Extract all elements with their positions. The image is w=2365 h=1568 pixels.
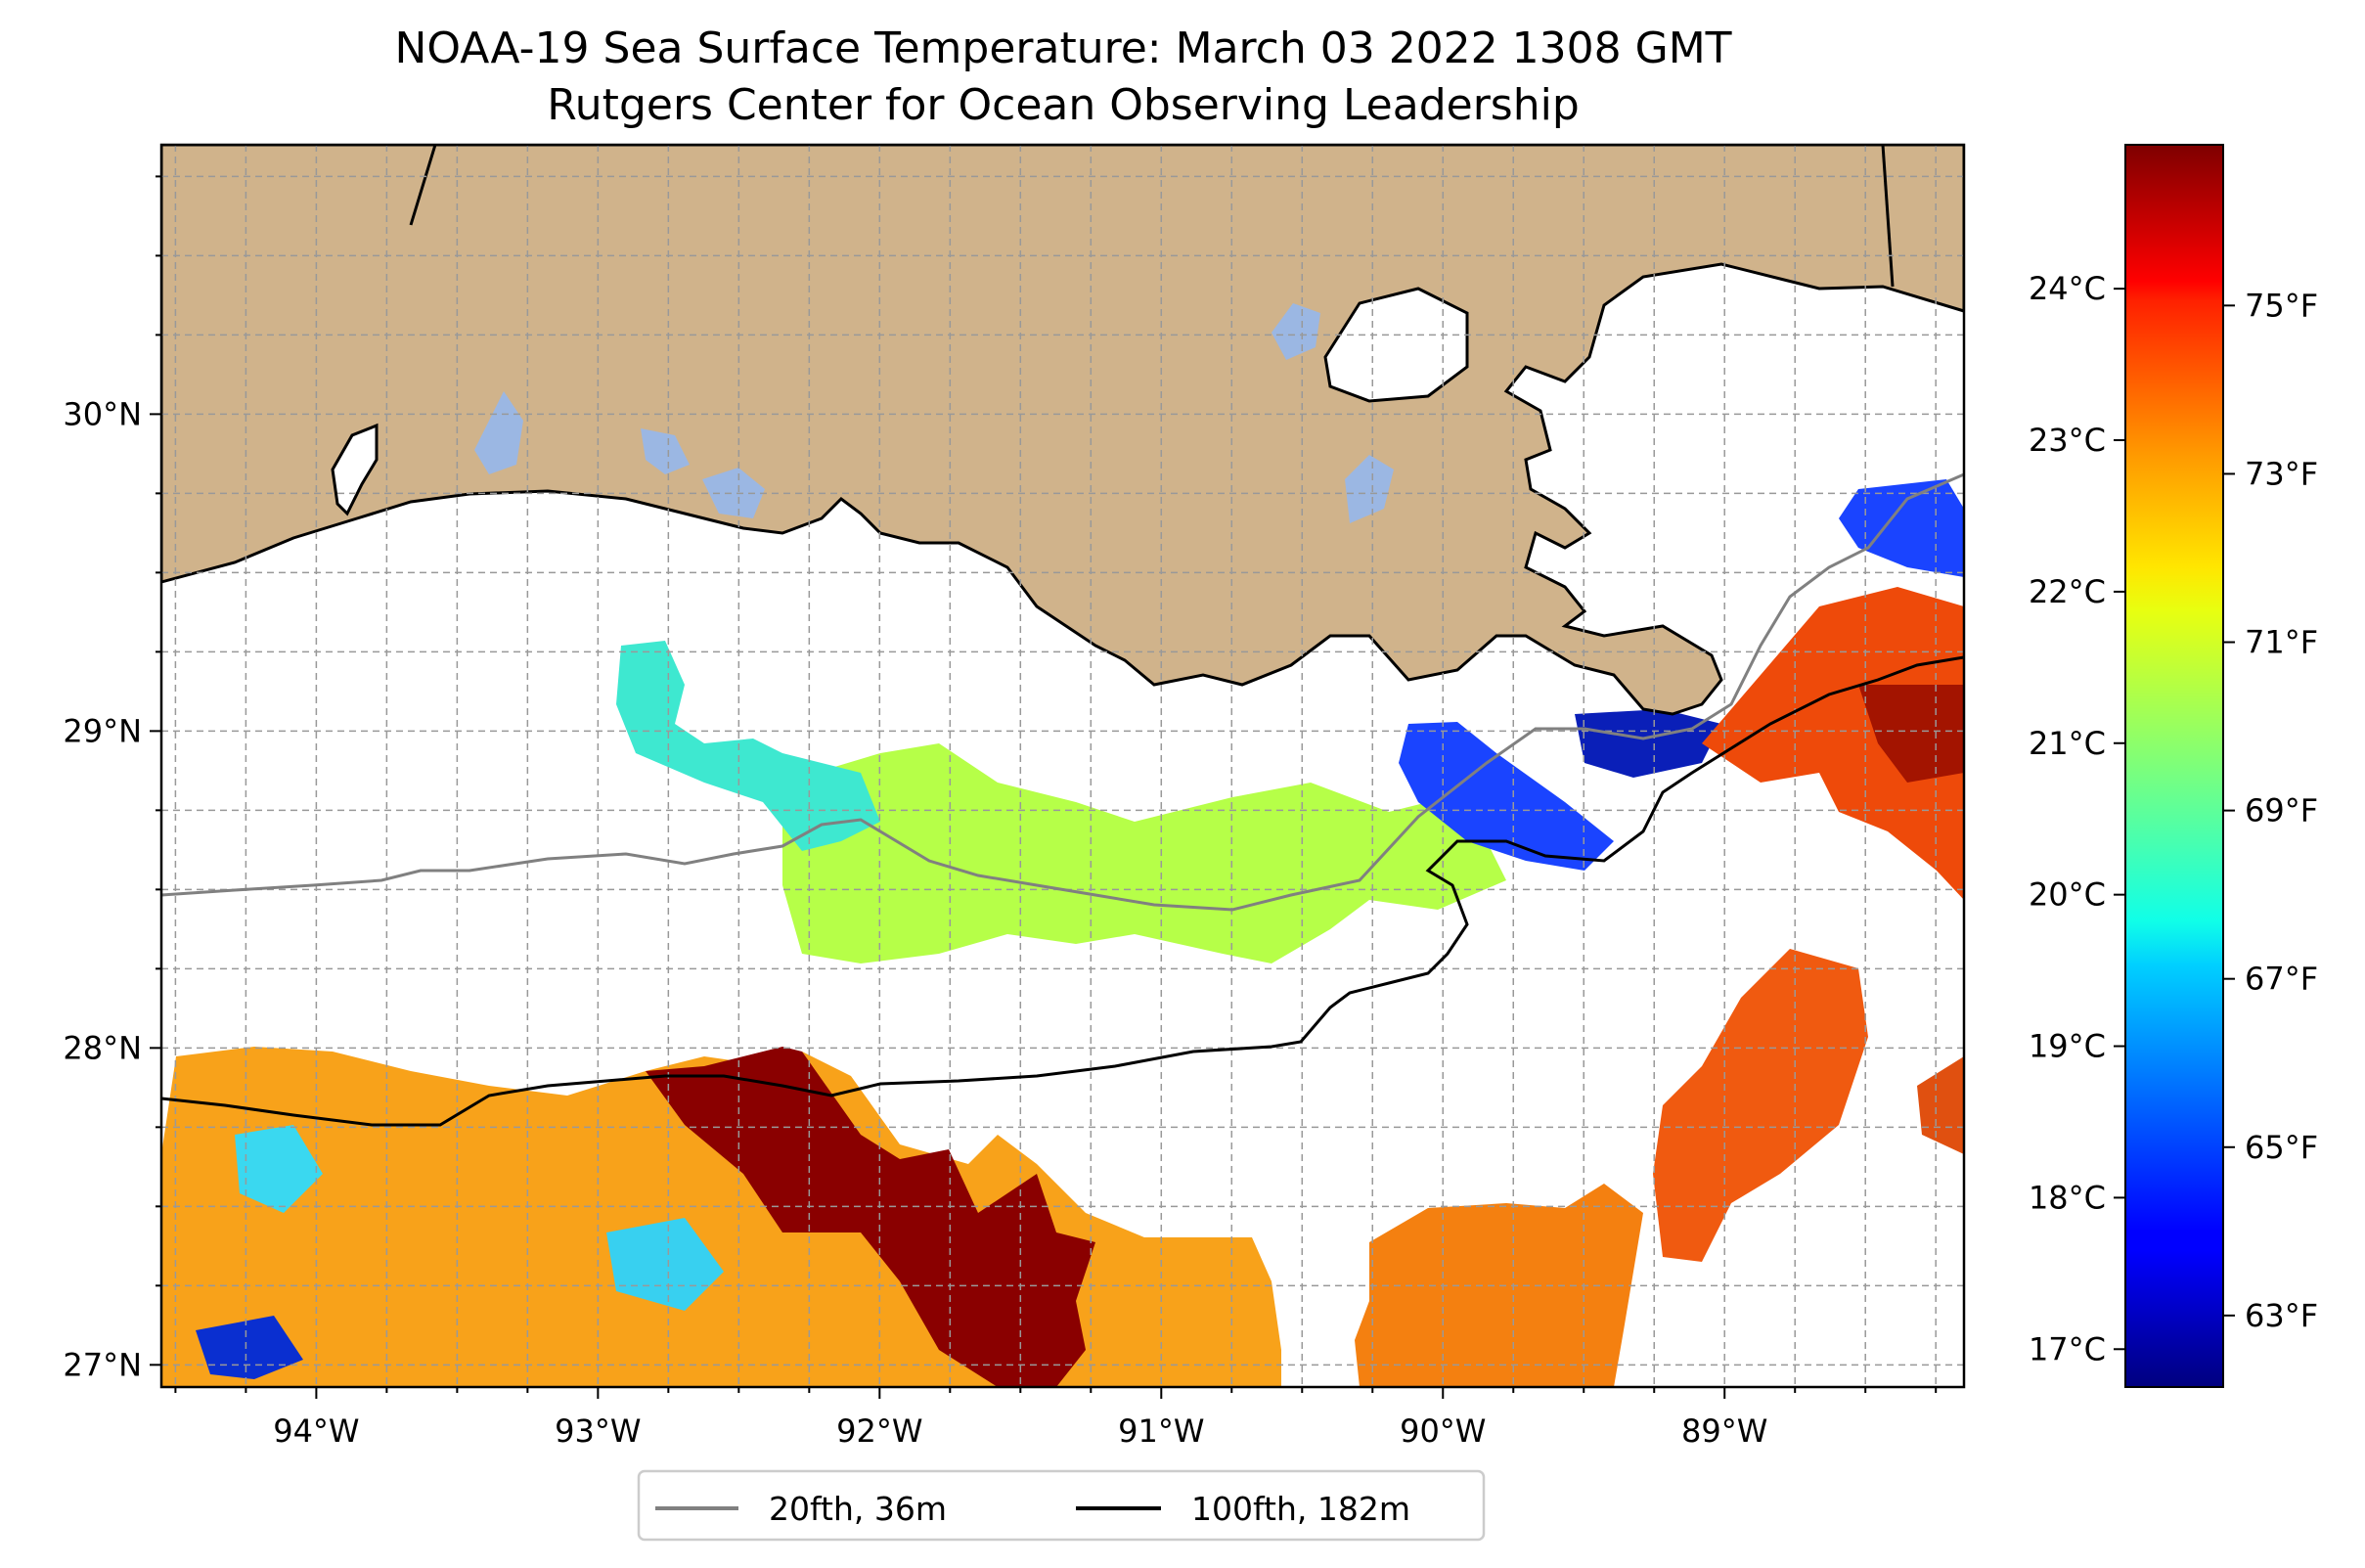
sst-patch-east-edge [1917, 1056, 1964, 1154]
lake-inland-4 [1272, 303, 1320, 360]
sst-patch-blue-southwest [196, 1316, 303, 1379]
latitude-label: 29°N [63, 712, 142, 749]
sst-patch-cyan-west [616, 641, 880, 851]
isobath-20fth [161, 472, 1964, 912]
sst-patch-south-central [1355, 1184, 1643, 1387]
map-frame [159, 143, 1966, 1389]
state-border-west [409, 145, 437, 226]
sst-patch-cyan-south [606, 1218, 724, 1311]
fahrenheit-label: 63°F [2245, 1297, 2318, 1334]
sst-patch-cyan-southwest [235, 1125, 323, 1213]
sst-patches [161, 479, 1964, 1387]
legend-box [637, 1469, 1486, 1542]
sst-patch-southeast [1653, 949, 1868, 1262]
celsius-label: 18°C [2029, 1179, 2106, 1216]
lake-inland-1 [474, 391, 523, 474]
fahrenheit-label: 71°F [2245, 624, 2318, 661]
longitude-label: 89°W [1681, 1412, 1767, 1450]
legend-label-20fth: 20fth, 36m [769, 1490, 947, 1528]
longitude-label: 91°W [1118, 1412, 1204, 1450]
lake-pontchartrain [1323, 287, 1469, 403]
sst-patch-darkred-east [1858, 685, 1964, 783]
latitude-label: 30°N [63, 395, 142, 432]
isobath-100fth [161, 655, 1964, 1127]
longitude-label: 90°W [1400, 1412, 1486, 1450]
state-border-east [1881, 145, 1895, 288]
legend: 20fth, 36m 100fth, 182m [637, 1469, 1486, 1542]
fahrenheit-label: 65°F [2245, 1129, 2318, 1166]
celsius-label: 20°C [2029, 876, 2106, 914]
colorbar-gradient [2124, 144, 2224, 1388]
celsius-label: 17°C [2029, 1330, 2106, 1367]
sst-patch-blue-northeast [1839, 479, 1964, 577]
title-line-1: NOAA-19 Sea Surface Temperature: March 0… [394, 23, 1731, 73]
colorbar-celsius-axis: 17°C 18°C 19°C 20°C 21°C 22°C 23°C 24°C [2029, 270, 2125, 1367]
sst-patch-darkred-central [646, 1047, 1095, 1387]
colorbar-fahrenheit-axis: 63°F 65°F 67°F 69°F 71°F 73°F 75°F [2223, 287, 2318, 1334]
colorbar: 17°C 18°C 19°C 20°C 21°C 22°C 23°C 24°C 63°F 65°… [2029, 144, 2318, 1388]
celsius-label: 19°C [2029, 1028, 2106, 1065]
lake-inland-5 [1345, 455, 1394, 523]
fahrenheit-label: 75°F [2245, 287, 2318, 324]
title-line-2: Rutgers Center for Ocean Observing Leade… [547, 80, 1580, 130]
longitude-label: 94°W [273, 1412, 359, 1450]
sst-patch-blue-delta [1575, 709, 1721, 778]
lake-white [331, 423, 379, 516]
celsius-label: 22°C [2029, 573, 2106, 610]
longitude-label: 93°W [555, 1412, 641, 1450]
fahrenheit-label: 67°F [2245, 961, 2318, 998]
sst-patch-red-east [1702, 587, 1964, 900]
sst-patch-central-shelf [782, 743, 1506, 963]
longitude-axis: 94°W 93°W 92°W 91°W 90°W 89°W [174, 1387, 1938, 1450]
celsius-label: 21°C [2029, 725, 2106, 762]
celsius-label: 24°C [2029, 270, 2106, 307]
celsius-label: 23°C [2029, 422, 2106, 459]
sst-patch-blue-north [1399, 722, 1614, 871]
map-panel [161, 145, 1964, 1387]
latitude-label: 28°N [63, 1029, 142, 1066]
lake-inland-2 [641, 428, 690, 474]
latitude-axis: 30°N 29°N 28°N 27°N [63, 175, 161, 1383]
longitude-label: 92°W [836, 1412, 922, 1450]
fahrenheit-label: 69°F [2245, 792, 2318, 829]
gridlines [161, 145, 1964, 1387]
latitude-label: 27°N [63, 1346, 142, 1383]
lake-inland-3 [702, 468, 765, 518]
fahrenheit-label: 73°F [2245, 455, 2318, 492]
legend-label-100fth: 100fth, 182m [1191, 1490, 1410, 1528]
